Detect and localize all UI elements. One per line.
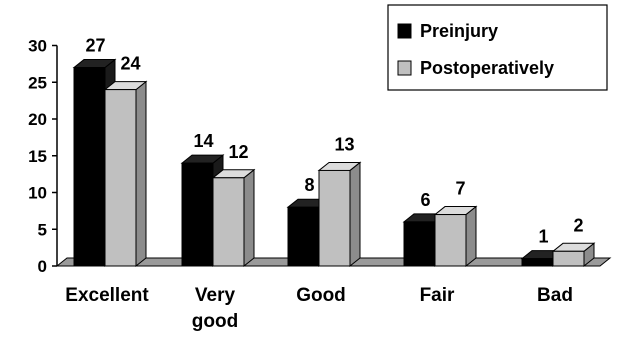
legend-swatch-postoperatively	[397, 60, 412, 76]
y-tick-label: 0	[38, 257, 47, 276]
data-label: 2	[573, 215, 583, 235]
bar-postoperatively-fair	[433, 205, 478, 268]
bar-front-face	[318, 169, 351, 267]
data-label: 6	[420, 190, 430, 210]
x-category-label: Good	[296, 285, 346, 306]
bar-front-face	[434, 214, 467, 267]
bar-postoperatively-bad	[551, 242, 596, 268]
legend-box	[387, 4, 608, 91]
bar-postoperatively-excellent	[103, 80, 148, 268]
bar-front-face	[403, 221, 436, 267]
bar-side-face	[243, 168, 255, 268]
data-label: 24	[120, 54, 140, 74]
bar-front-face	[287, 206, 320, 267]
bar-front-face	[181, 162, 214, 267]
x-axis-category-labels: Excellent Very good Good Fair Bad	[65, 285, 573, 332]
bar-front-face	[73, 67, 106, 267]
y-tick-label: 10	[28, 184, 47, 203]
data-label: 13	[334, 134, 354, 154]
data-label: 14	[193, 131, 213, 151]
data-label: 27	[85, 36, 105, 56]
legend-label: Preinjury	[420, 21, 498, 41]
y-tick-label: 25	[28, 73, 47, 92]
x-category-label: good	[192, 311, 238, 332]
data-label: 12	[228, 142, 248, 162]
legend: Preinjury Postoperatively	[387, 4, 608, 91]
x-category-label: Excellent	[65, 285, 149, 306]
data-label: 8	[304, 175, 314, 195]
bar-postoperatively-good	[317, 161, 362, 268]
bar-side-face	[465, 205, 477, 268]
legend-label: Postoperatively	[420, 58, 554, 78]
bar-side-face	[349, 161, 361, 268]
bar-front-face	[552, 250, 585, 267]
y-tick-label: 30	[28, 37, 47, 56]
y-axis: 0 5 10 15 20 25 30	[28, 37, 58, 276]
y-tick-label: 20	[28, 110, 47, 129]
data-label: 7	[455, 179, 465, 199]
x-category-label: Very	[195, 285, 236, 306]
bar-front-face	[521, 258, 554, 267]
legend-swatch-preinjury	[397, 23, 412, 39]
bar-front-face	[104, 89, 137, 267]
data-label: 1	[538, 227, 548, 247]
y-tick-label: 15	[28, 147, 47, 166]
bar-series-group	[72, 58, 596, 268]
bar-postoperatively-very-good	[211, 168, 256, 268]
y-tick-label: 5	[38, 220, 47, 239]
bar-side-face	[135, 80, 147, 268]
x-category-label: Bad	[537, 285, 573, 306]
bar-front-face	[212, 177, 245, 267]
x-category-label: Fair	[420, 285, 455, 306]
